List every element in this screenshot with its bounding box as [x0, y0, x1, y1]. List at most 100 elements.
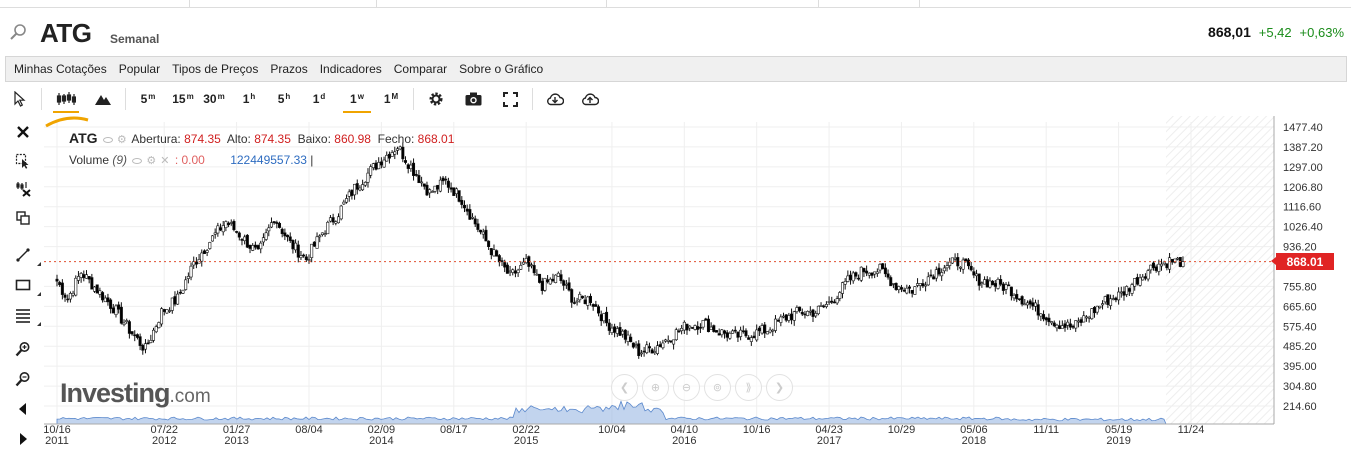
candle-body	[213, 232, 217, 235]
price-summary: 868,01 +5,42 +0,63%	[1208, 24, 1344, 40]
close-icon[interactable]	[14, 123, 32, 141]
y-tick-label: 395.00	[1283, 361, 1317, 373]
scroll-right-icon[interactable]	[14, 430, 32, 448]
upload-cloud-icon[interactable]	[579, 85, 601, 113]
candlestick-icon[interactable]	[53, 85, 79, 113]
candle-body	[288, 236, 292, 241]
candle-body	[650, 349, 654, 354]
timeframe-unit: d	[320, 91, 326, 101]
menu-sobre-o-grafico[interactable]: Sobre o Gráfico	[459, 62, 544, 76]
zoom-in-button[interactable]: ⊕	[642, 374, 669, 401]
candle-body	[471, 216, 475, 219]
candle-body	[165, 309, 169, 314]
camera-icon[interactable]	[462, 85, 484, 113]
candle-body	[827, 301, 831, 303]
candle-body	[685, 323, 689, 331]
zoom-in-icon[interactable]	[14, 340, 32, 358]
candle-body	[1146, 270, 1150, 280]
candle-body	[594, 304, 598, 307]
timeframe-15m[interactable]: 15 m	[172, 85, 194, 113]
candle-body	[1071, 325, 1075, 328]
horizontal-lines-icon[interactable]	[14, 306, 41, 326]
candle-body	[623, 329, 627, 340]
candle-body	[940, 272, 944, 277]
timeframe-unit: h	[285, 91, 291, 101]
candle-body	[1068, 323, 1072, 328]
gear-icon[interactable]: ⚙	[116, 134, 127, 146]
timeframe-label: 5	[277, 92, 285, 106]
zoom-out-icon[interactable]	[14, 370, 32, 388]
reset-zoom-button[interactable]: ⊚	[704, 374, 731, 401]
candle-body	[1023, 303, 1027, 306]
scroll-end-button[interactable]: ⟫	[735, 374, 762, 401]
menu-minhas-cotacoes[interactable]: Minhas Cotações	[14, 62, 107, 76]
search-icon[interactable]	[9, 23, 27, 41]
trendline-icon[interactable]	[14, 246, 41, 266]
candle-body	[101, 292, 105, 301]
candle-body	[712, 325, 716, 332]
menu-indicadores[interactable]: Indicadores	[319, 62, 382, 76]
candle-body	[202, 250, 206, 254]
close-icon[interactable]: ✕	[160, 155, 170, 167]
cursor-icon[interactable]	[8, 85, 30, 113]
candle-body	[583, 299, 587, 304]
drawing-tools-sidebar	[5, 116, 41, 453]
candle-body	[996, 279, 1000, 289]
chart-canvas[interactable]: 214.60 304.80 395.00 485.20 575.40 665.60 755.…	[44, 116, 1351, 453]
candle-body	[720, 329, 724, 336]
fullscreen-icon[interactable]	[499, 85, 521, 113]
rectangle-icon[interactable]	[14, 276, 41, 296]
candle-body	[1007, 284, 1011, 287]
x-tick-year: 2018	[962, 435, 986, 447]
candle-body	[656, 345, 660, 354]
scroll-left-icon[interactable]	[14, 400, 32, 418]
candle-body	[1074, 320, 1078, 329]
candle-body	[1149, 264, 1153, 271]
clone-icon[interactable]	[14, 209, 32, 227]
zoom-out-button[interactable]: ⊖	[673, 374, 700, 401]
candle-body	[666, 339, 670, 342]
candle-body	[575, 300, 579, 303]
settings-icon[interactable]	[425, 85, 447, 113]
x-tick-label: 08/04	[295, 424, 323, 436]
ohlc-legend: ATG ⚙ Abertura: 874.35 Alto: 874.35 Baix…	[69, 130, 454, 146]
timeframe-30m[interactable]: 30 m	[203, 85, 225, 113]
scroll-left-button[interactable]: ❮	[611, 374, 638, 401]
eye-icon[interactable]	[132, 157, 143, 164]
price-chart[interactable]: 214.60 304.80 395.00 485.20 575.40 665.60 755.…	[44, 116, 1351, 453]
candle-body	[763, 324, 767, 334]
candle-body	[1060, 325, 1064, 329]
top-tab-strip	[0, 0, 1351, 8]
candle-body	[404, 160, 408, 163]
candle-body	[607, 322, 611, 331]
mountain-icon[interactable]	[92, 85, 114, 113]
menu-comparar[interactable]: Comparar	[393, 62, 448, 76]
gear-icon[interactable]: ⚙	[146, 155, 157, 167]
candle-body	[664, 339, 668, 342]
candle-body	[312, 241, 316, 247]
download-cloud-icon[interactable]	[544, 85, 566, 113]
candle-body	[728, 332, 732, 339]
menu-tipos-de-precos[interactable]: Tipos de Preços	[172, 62, 259, 76]
crosshair-select-icon[interactable]	[14, 152, 32, 170]
x-tick-label: 11/24	[1178, 424, 1205, 436]
scroll-right-button[interactable]: ❯	[766, 374, 793, 401]
timeframe-label: 1	[383, 92, 391, 106]
candle-body	[468, 209, 472, 220]
candle-body	[674, 329, 678, 341]
delete-drawings-icon[interactable]	[14, 180, 32, 198]
candle-body	[1130, 284, 1134, 294]
candle-body	[117, 304, 121, 310]
x-tick-label: 08/17	[440, 424, 468, 436]
menu-prazos[interactable]: Prazos	[270, 62, 308, 76]
eye-icon[interactable]	[102, 136, 113, 143]
menu-popular[interactable]: Popular	[118, 62, 161, 76]
candle-body	[307, 259, 311, 261]
